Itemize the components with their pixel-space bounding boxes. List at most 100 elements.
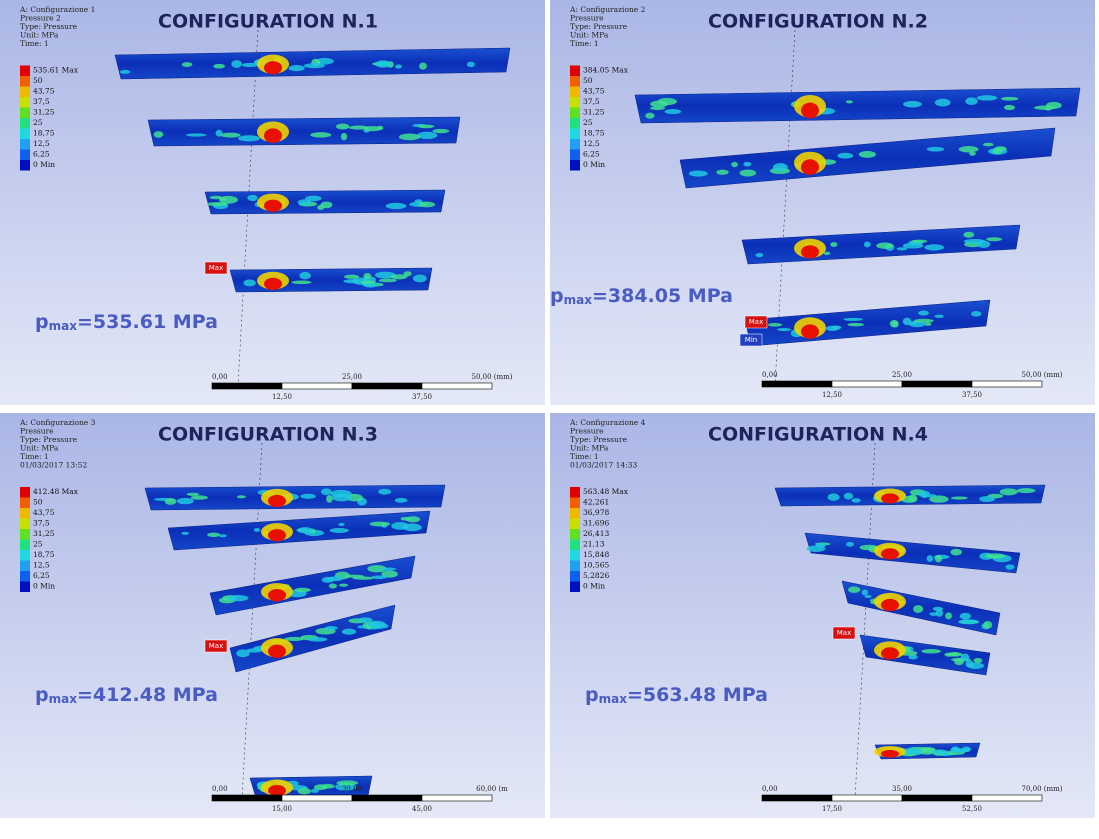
info-line: Time: 1 <box>20 39 49 48</box>
contour-spot <box>220 133 240 138</box>
legend-swatch <box>20 87 30 98</box>
contour-spot <box>238 135 260 141</box>
contour-spot <box>945 612 952 619</box>
contour-hotspot <box>881 599 899 611</box>
legend-label: 36,978 <box>583 508 609 517</box>
legend-label: 15,848 <box>583 550 609 559</box>
contour-spot <box>983 143 994 147</box>
contour-spot <box>298 199 312 205</box>
scale-label: 35,00 <box>892 785 912 793</box>
panel-title: CONFIGURATION N.1 <box>158 11 378 33</box>
legend-label: 43,75 <box>583 87 605 96</box>
legend-label: 563.48 Max <box>583 487 629 496</box>
scale-bar-segment <box>902 381 972 387</box>
contour-spot <box>918 311 929 316</box>
scale-label: 52,50 <box>962 805 982 813</box>
legend-swatch <box>20 66 30 77</box>
contour-spot <box>207 533 220 537</box>
separator <box>0 405 1099 413</box>
legend-label: 18,75 <box>33 550 55 559</box>
legend-swatch <box>20 529 30 540</box>
scale-label: 37,50 <box>412 393 432 401</box>
scale-label: 25,00 <box>342 373 362 381</box>
contour-spot <box>983 621 992 629</box>
panel: A: Configurazione 2PressureType: Pressur… <box>550 0 1095 405</box>
contour-spot <box>963 232 974 238</box>
legend-label: 31,25 <box>583 108 605 117</box>
contour-hotspot <box>268 785 286 796</box>
pmax-symbol: p <box>35 311 49 333</box>
contour-spot <box>304 63 325 68</box>
legend-swatch <box>570 118 580 129</box>
contour-spot <box>846 100 853 103</box>
contour-spot <box>830 242 837 247</box>
legend-label: 0 Min <box>583 582 605 591</box>
contour-spot <box>291 281 311 285</box>
contour-spot <box>343 279 362 283</box>
legend-swatch <box>20 498 30 509</box>
legend-label: 12,5 <box>583 139 600 148</box>
contour-spot <box>987 555 998 558</box>
contour-spot <box>935 315 944 318</box>
legend-swatch <box>20 582 30 593</box>
contour-spot <box>330 490 352 497</box>
contour-hotspot <box>881 647 899 659</box>
scale-label: 37,50 <box>962 391 982 399</box>
legend-swatch <box>570 498 580 509</box>
legend-label: 18,75 <box>33 129 55 138</box>
contour-spot <box>363 273 371 279</box>
contour-spot <box>927 147 944 152</box>
contour-spot <box>227 595 248 601</box>
contour-spot <box>755 253 763 257</box>
contour-spot <box>300 494 315 499</box>
contour-spot <box>242 63 258 67</box>
panel-title: CONFIGURATION N.2 <box>708 11 928 33</box>
contour-hotspot <box>801 159 819 175</box>
pmax-symbol: p <box>585 684 599 706</box>
legend-swatch <box>20 550 30 561</box>
contour-spot <box>773 163 788 171</box>
legend-swatch <box>20 160 30 171</box>
legend-swatch <box>570 540 580 551</box>
legend-swatch <box>570 66 580 77</box>
panel: A: Configurazione 1Pressure 2Type: Press… <box>0 0 545 405</box>
contour-spot <box>913 605 923 613</box>
legend-swatch <box>570 508 580 519</box>
contour-spot <box>897 247 908 250</box>
contour-spot <box>336 124 349 130</box>
contour-spot <box>862 589 869 595</box>
pmax-symbol: p <box>35 684 49 706</box>
contour-spot <box>368 621 386 628</box>
contour-spot <box>740 170 757 177</box>
contour-spot <box>831 325 841 329</box>
pmax-value: =384.05 MPa <box>592 285 733 307</box>
legend-swatch <box>20 139 30 150</box>
contour-spot <box>994 146 1006 151</box>
legend-swatch <box>20 508 30 519</box>
contour-spot <box>958 619 979 624</box>
pmax-symbol: p <box>550 285 564 307</box>
contour-spot <box>890 320 899 327</box>
contour-spot <box>911 240 927 243</box>
contour-spot <box>339 584 348 587</box>
contour-hotspot <box>264 278 282 290</box>
legend-label: 18,75 <box>583 129 605 138</box>
contour-spot <box>950 549 961 556</box>
legend-label: 31,25 <box>33 529 55 538</box>
contour-spot <box>231 60 242 68</box>
contour-spot <box>974 658 983 663</box>
probe-label: Min <box>745 336 757 344</box>
legend-label: 12,5 <box>33 139 50 148</box>
contour-spot <box>181 532 189 535</box>
contour-spot <box>467 62 475 68</box>
legend-swatch <box>20 150 30 161</box>
contour-hotspot <box>264 200 282 212</box>
contour-spot <box>358 617 373 622</box>
scale-bar-segment <box>832 795 902 801</box>
legend-swatch <box>20 97 30 108</box>
scale-bar-segment <box>902 795 972 801</box>
legend-swatch <box>570 76 580 87</box>
contour-spot <box>330 528 349 533</box>
legend-label: 31,696 <box>583 519 609 528</box>
